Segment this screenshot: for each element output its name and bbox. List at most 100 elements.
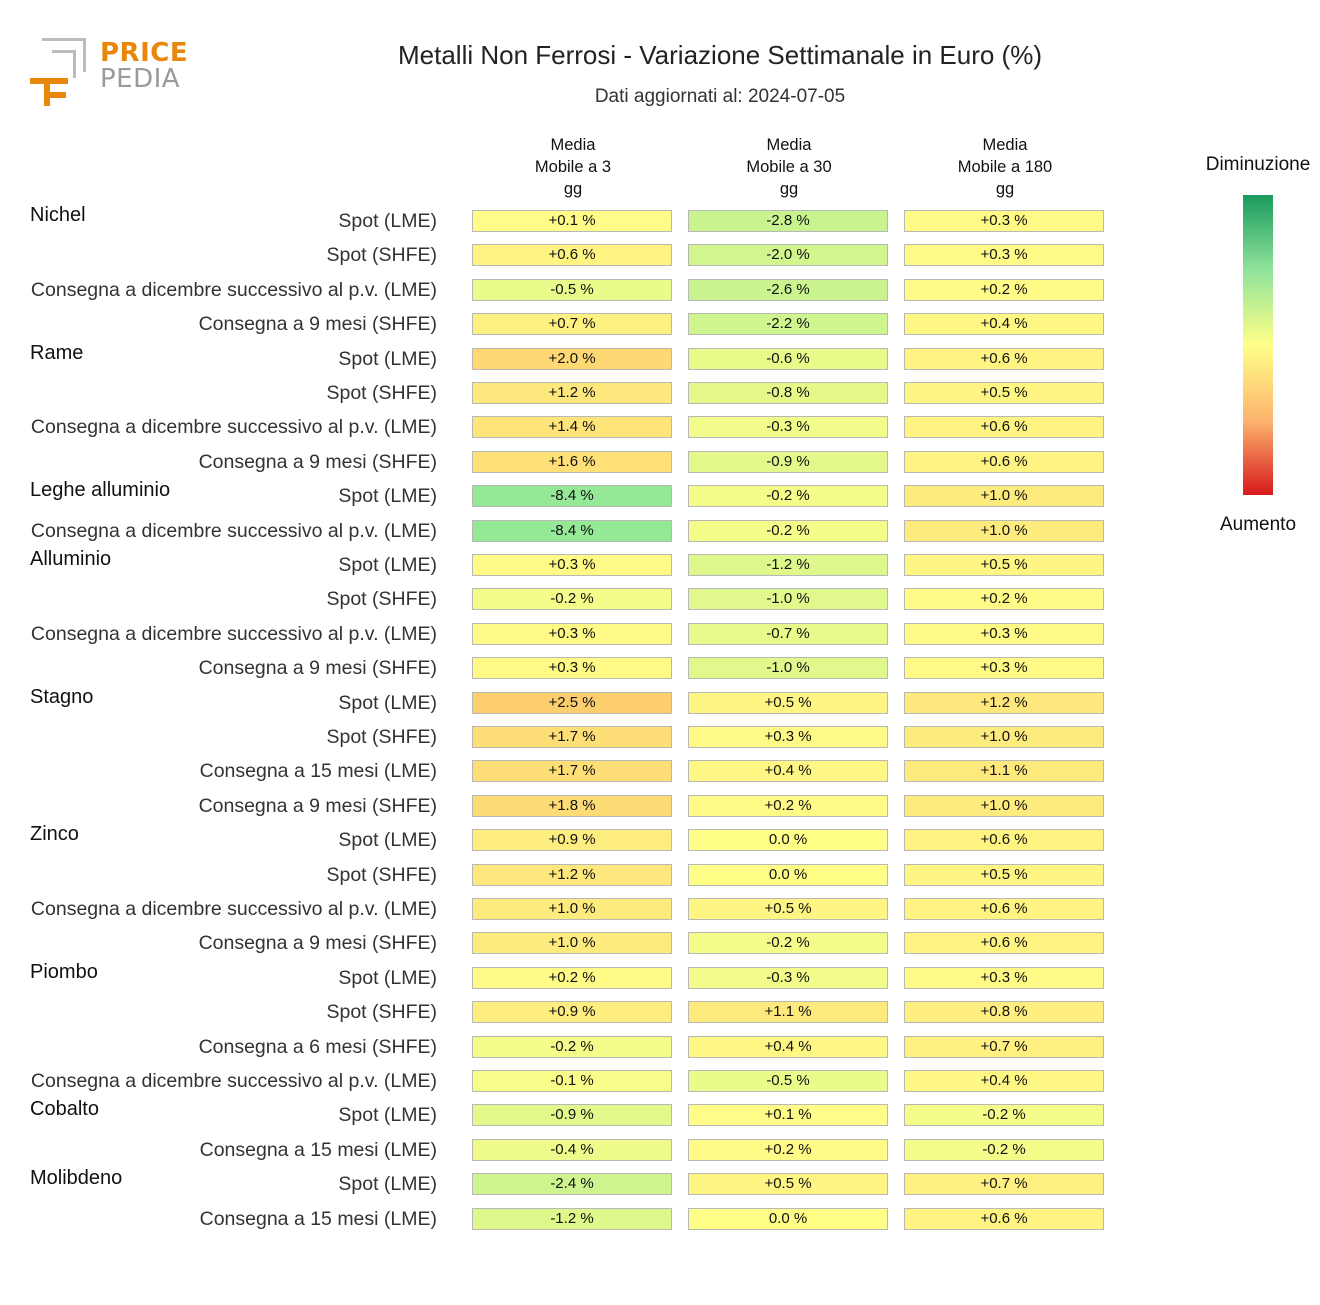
value-cell: +2.5 % (472, 691, 672, 714)
row-label: Consegna a dicembre successivo al p.v. (… (30, 519, 437, 542)
row-label: Spot (SHFE) (326, 726, 437, 748)
value-cell: +1.8 % (472, 794, 672, 817)
value-cell: +1.0 % (472, 898, 672, 920)
value-cell: 0.0 % (688, 829, 888, 852)
logo-mark-gray-inner (52, 50, 76, 53)
value-cell: +0.7 % (904, 1035, 1104, 1058)
row-label: Spot (LME) (338, 485, 437, 508)
logo-mark-orange-h2 (44, 92, 66, 98)
value-cell: +0.6 % (904, 898, 1104, 920)
pricepedia-logo: PRICE PEDIA (28, 36, 198, 112)
value-cell: 0.0 % (688, 1207, 888, 1230)
group-label: Zinco (30, 823, 79, 846)
value-cell: +1.2 % (472, 382, 672, 404)
row-label: Consegna a dicembre successivo al p.v. (… (30, 622, 437, 645)
value-cell: +0.2 % (904, 588, 1104, 611)
value-cell: -0.2 % (904, 1104, 1104, 1127)
value-cell: -2.2 % (688, 313, 888, 336)
value-cell: -1.0 % (688, 657, 888, 680)
value-cell: +1.2 % (472, 863, 672, 886)
value-cell: +0.9 % (472, 829, 672, 852)
row-label: Spot (LME) (338, 347, 437, 370)
value-cell: +1.0 % (472, 932, 672, 955)
value-cell: +1.6 % (472, 450, 672, 473)
column-header-30gg: Media Mobile a 30 gg (746, 136, 832, 198)
value-cell: -1.0 % (688, 588, 888, 611)
group-label: Nichel (30, 204, 86, 226)
row-label: Spot (SHFE) (326, 382, 437, 404)
value-cell: -2.0 % (688, 244, 888, 267)
value-cell: -0.2 % (904, 1138, 1104, 1161)
row-label: Consegna a 15 mesi (LME) (199, 760, 437, 783)
value-cell: -1.2 % (688, 554, 888, 576)
group-label: Leghe alluminio (30, 479, 171, 502)
group-label: Molibdeno (30, 1167, 123, 1190)
value-cell: +0.3 % (472, 554, 672, 576)
value-cell: 0.0 % (688, 863, 888, 886)
chart-subtitle: Dati aggiornati al: 2024-07-05 (594, 86, 846, 107)
value-cell: +0.4 % (688, 760, 888, 783)
value-cell: +1.1 % (688, 1001, 888, 1024)
value-cell: -8.4 % (472, 485, 672, 508)
value-cell: +0.3 % (904, 622, 1104, 645)
logo-text-price: PRICE (100, 38, 189, 68)
row-label: Spot (LME) (338, 1104, 437, 1127)
value-cell: -0.3 % (688, 416, 888, 439)
value-cell: -8.4 % (472, 519, 672, 542)
row-label: Consegna a dicembre successivo al p.v. (… (30, 278, 437, 301)
row-label: Consegna a 9 mesi (SHFE) (198, 313, 437, 336)
value-cell: +0.2 % (688, 794, 888, 817)
value-cell: +0.1 % (472, 210, 672, 232)
row-label: Spot (SHFE) (326, 863, 437, 886)
value-cell: +1.7 % (472, 726, 672, 748)
row-label: Spot (SHFE) (326, 1001, 437, 1024)
value-cell: -0.5 % (688, 1070, 888, 1092)
value-cell: -0.2 % (688, 485, 888, 508)
value-cell: +1.4 % (472, 416, 672, 439)
logo-mark-gray-top (42, 38, 86, 41)
value-cell: +0.8 % (904, 1001, 1104, 1024)
value-cell: -0.9 % (688, 450, 888, 473)
value-cell: +0.5 % (688, 691, 888, 714)
value-cell: -0.7 % (688, 622, 888, 645)
value-cell: -0.1 % (472, 1070, 672, 1092)
legend-color-scale (1243, 195, 1273, 495)
value-cell: +0.6 % (904, 829, 1104, 852)
value-cell: +1.1 % (904, 760, 1104, 783)
value-cell: +0.6 % (904, 1207, 1104, 1230)
value-cell: +0.4 % (904, 1070, 1104, 1092)
value-cell: +0.6 % (904, 450, 1104, 473)
value-cell: +0.6 % (904, 416, 1104, 439)
value-cell: -0.9 % (472, 1104, 672, 1127)
row-label: Consegna a 15 mesi (LME) (199, 1138, 437, 1161)
legend-label-aumento: Aumento (1219, 514, 1297, 535)
value-cell: -0.5 % (472, 278, 672, 301)
value-cell: +0.1 % (688, 1104, 888, 1127)
value-cell: +0.3 % (904, 966, 1104, 989)
value-cell: +0.3 % (472, 657, 672, 680)
logo-mark-gray-inner-side (73, 50, 76, 78)
value-cell: +0.4 % (904, 313, 1104, 336)
value-cell: +0.6 % (904, 932, 1104, 955)
column-header-180gg: Media Mobile a 180 gg (957, 136, 1053, 198)
value-cell: +0.7 % (472, 313, 672, 336)
row-label: Spot (LME) (338, 966, 437, 989)
value-cell: -2.4 % (472, 1173, 672, 1196)
value-cell: +0.2 % (688, 1138, 888, 1161)
value-cell: -0.4 % (472, 1138, 672, 1161)
group-label: Cobalto (30, 1098, 99, 1121)
value-cell: -0.2 % (472, 1035, 672, 1058)
row-label: Spot (SHFE) (326, 244, 437, 267)
row-label: Spot (LME) (338, 210, 437, 232)
group-label: Rame (30, 341, 84, 364)
row-label: Consegna a 9 mesi (SHFE) (198, 932, 437, 955)
value-cell: +0.3 % (688, 726, 888, 748)
logo-text-pedia: PEDIA (100, 64, 181, 94)
logo-mark-gray-side (83, 38, 86, 72)
row-label: Consegna a 9 mesi (SHFE) (198, 657, 437, 680)
row-label: Spot (LME) (338, 1173, 437, 1196)
value-cell: -2.6 % (688, 278, 888, 301)
value-cell: -0.2 % (688, 932, 888, 955)
value-cell: +0.5 % (904, 382, 1104, 404)
value-cell: +0.5 % (904, 554, 1104, 576)
